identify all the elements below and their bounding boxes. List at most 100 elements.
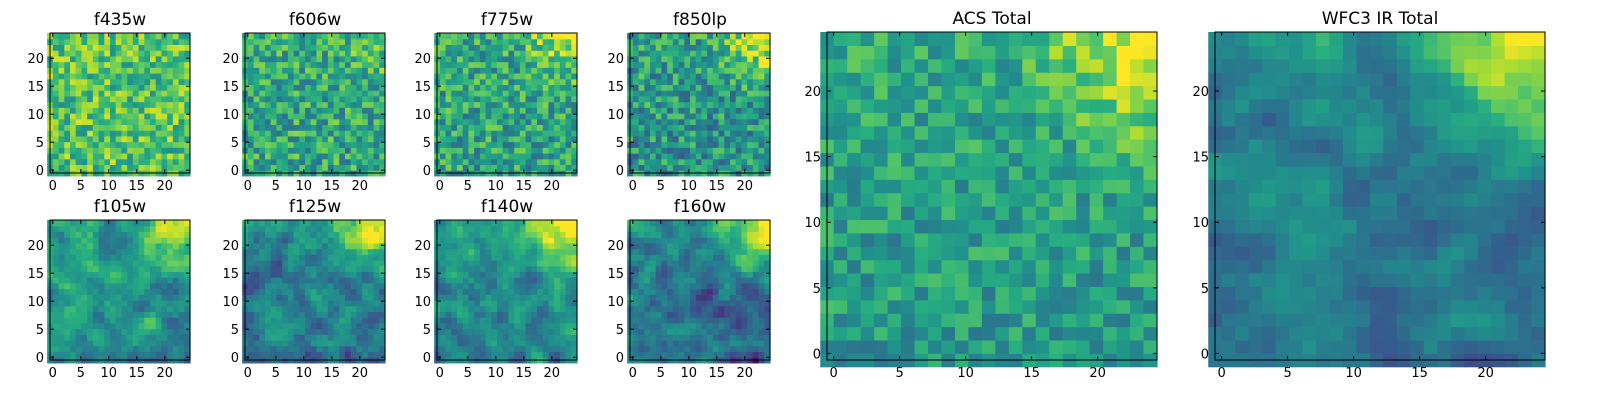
heatmap-cell [362, 44, 369, 51]
heatmap-cell [184, 225, 191, 233]
heatmap-cell [155, 61, 163, 68]
heatmap-cell [339, 73, 346, 80]
heatmap-cell [52, 282, 60, 290]
heatmap-cell [497, 84, 504, 91]
heatmap-cell [253, 50, 260, 57]
heatmap-cell [468, 345, 475, 353]
heatmap-cell [52, 237, 60, 244]
heatmap-cell [127, 322, 134, 330]
heatmap-cell [491, 61, 498, 68]
heatmap-cell [265, 147, 272, 154]
heatmap-cell [502, 300, 510, 307]
heatmap-cell [479, 237, 487, 244]
heatmap-cell [479, 67, 487, 74]
heatmap-cell [439, 277, 447, 284]
heatmap-cell [735, 277, 743, 284]
heatmap-cell [253, 141, 260, 148]
heatmap-cell [110, 277, 117, 284]
heatmap-cell [167, 220, 174, 227]
heatmap-cell [110, 118, 117, 126]
heatmap-cell [265, 95, 272, 103]
panel-title: f850lp [673, 10, 727, 30]
heatmap-cell [259, 254, 266, 261]
heatmap-cell [184, 237, 191, 244]
heatmap-cell [474, 220, 481, 227]
heatmap-cell [138, 135, 145, 143]
heatmap-cell [497, 73, 504, 80]
heatmap-cell [559, 231, 567, 238]
heatmap-cell [184, 130, 191, 137]
heatmap-cell [87, 130, 94, 137]
heatmap-cell [514, 67, 521, 74]
heatmap-cell [322, 55, 329, 63]
heatmap-cell [356, 311, 363, 318]
heatmap-cell [519, 231, 527, 238]
heatmap-cell [121, 38, 128, 46]
heatmap-cell [559, 248, 567, 255]
heatmap-cell [127, 95, 134, 103]
heatmap-cell [644, 271, 651, 278]
heatmap-cell [316, 334, 323, 341]
heatmap-cell [167, 277, 174, 284]
heatmap-cell [98, 118, 105, 126]
heatmap-cell [167, 33, 174, 40]
heatmap-cell [167, 124, 174, 131]
y-tick-label: 20 [414, 239, 431, 254]
heatmap-cell [468, 317, 475, 324]
heatmap-cell [155, 334, 163, 341]
heatmap-cell [678, 340, 685, 347]
heatmap-cell [548, 271, 555, 278]
heatmap-cell [299, 73, 306, 80]
heatmap-cell [350, 118, 358, 126]
heatmap-cell [502, 107, 510, 114]
heatmap-cell [310, 153, 318, 160]
y-tick-label: 10 [27, 295, 44, 310]
heatmap-cell [310, 38, 318, 46]
heatmap-cell [115, 153, 123, 160]
heatmap-cell [333, 107, 340, 114]
heatmap-cell [253, 73, 260, 80]
heatmap-cell [707, 55, 714, 63]
heatmap-cell [379, 141, 386, 148]
heatmap-cell [451, 73, 458, 80]
heatmap-cell [468, 90, 475, 97]
heatmap-cell [345, 277, 352, 284]
heatmap-cell [554, 135, 561, 143]
heatmap-cell [439, 300, 447, 307]
y-tick-label: 15 [222, 80, 239, 95]
heatmap-cell [270, 78, 278, 86]
heatmap-cell [542, 322, 550, 330]
heatmap-cell [327, 300, 335, 307]
heatmap-cell [81, 101, 88, 108]
heatmap-cell [632, 288, 640, 295]
heatmap-cell [747, 67, 754, 74]
heatmap-cell [127, 113, 134, 120]
heatmap-cell [316, 265, 323, 273]
heatmap-cell [373, 242, 380, 250]
heatmap-cell [150, 305, 157, 313]
heatmap-cell [253, 38, 260, 46]
heatmap-cell [707, 130, 714, 137]
heatmap-cell [724, 300, 731, 307]
heatmap-cell [678, 84, 685, 91]
heatmap-cell [167, 294, 174, 301]
heatmap-cell [752, 153, 760, 160]
heatmap-cell [75, 84, 83, 91]
heatmap-cell [167, 101, 174, 108]
heatmap-cell [184, 242, 191, 250]
heatmap-cell [161, 300, 168, 307]
heatmap-cell [712, 328, 720, 335]
heatmap-cell [367, 107, 375, 114]
heatmap-cell [121, 101, 128, 108]
heatmap-cell [81, 164, 88, 171]
heatmap-cell [287, 95, 295, 103]
heatmap-cell [650, 277, 657, 284]
heatmap-cell [316, 73, 323, 80]
panel-title: f125w [289, 197, 341, 217]
heatmap-cell [730, 282, 737, 290]
heatmap-cell [52, 248, 60, 255]
heatmap-cell [531, 158, 538, 166]
heatmap-cell [632, 147, 640, 154]
heatmap-cell [655, 95, 663, 103]
heatmap-cell [265, 130, 272, 137]
